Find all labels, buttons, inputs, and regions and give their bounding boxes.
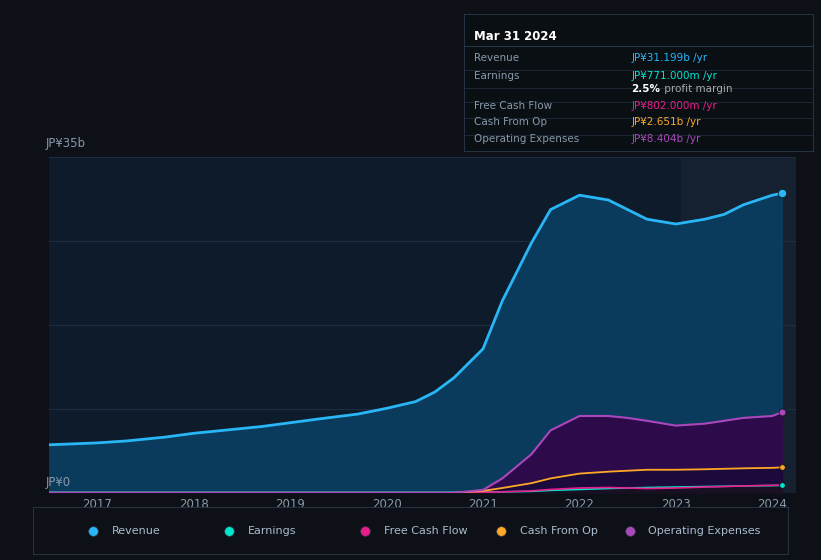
Text: JP¥35b: JP¥35b bbox=[45, 137, 85, 150]
Text: JP¥8.404b /yr: JP¥8.404b /yr bbox=[631, 134, 701, 144]
Text: JP¥2.651b /yr: JP¥2.651b /yr bbox=[631, 118, 701, 127]
Text: Mar 31 2024: Mar 31 2024 bbox=[475, 30, 557, 44]
Text: JP¥0: JP¥0 bbox=[45, 477, 71, 489]
Bar bbox=[681, 157, 796, 493]
Text: 2.5%: 2.5% bbox=[631, 85, 660, 95]
Text: Revenue: Revenue bbox=[475, 53, 520, 63]
Text: Operating Expenses: Operating Expenses bbox=[475, 134, 580, 144]
Text: profit margin: profit margin bbox=[661, 85, 732, 95]
Text: Free Cash Flow: Free Cash Flow bbox=[475, 101, 553, 111]
Text: Free Cash Flow: Free Cash Flow bbox=[384, 526, 468, 535]
Text: Earnings: Earnings bbox=[475, 71, 520, 81]
Text: JP¥31.199b /yr: JP¥31.199b /yr bbox=[631, 53, 708, 63]
Text: Operating Expenses: Operating Expenses bbox=[649, 526, 761, 535]
Text: Cash From Op: Cash From Op bbox=[475, 118, 548, 127]
Text: JP¥771.000m /yr: JP¥771.000m /yr bbox=[631, 71, 718, 81]
Text: Earnings: Earnings bbox=[248, 526, 296, 535]
Text: Cash From Op: Cash From Op bbox=[520, 526, 598, 535]
Text: Revenue: Revenue bbox=[112, 526, 161, 535]
Text: JP¥802.000m /yr: JP¥802.000m /yr bbox=[631, 101, 717, 111]
